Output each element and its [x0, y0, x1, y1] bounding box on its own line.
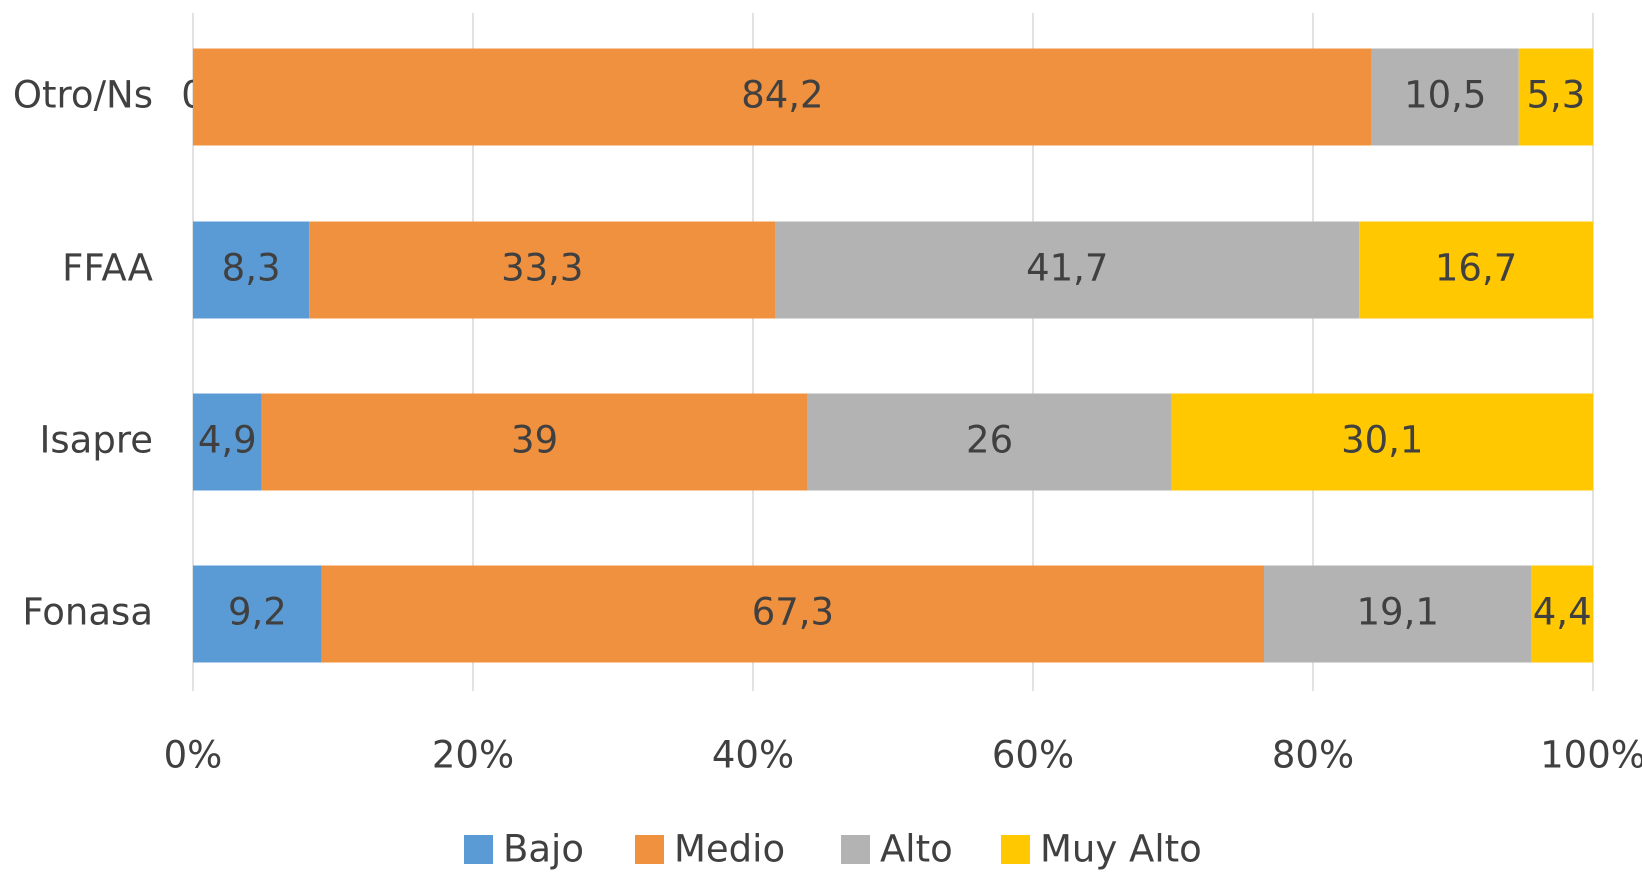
data-label: 10,5: [1404, 74, 1486, 117]
bar-segment: [1171, 393, 1593, 491]
data-label: 8,3: [222, 247, 281, 290]
y-tick-label: Fonasa: [22, 591, 153, 634]
bar-segment: [193, 221, 310, 319]
bar-segment: [193, 393, 262, 491]
bar-segment: [807, 393, 1172, 491]
data-label: 26: [966, 419, 1013, 462]
y-tick-label: Otro/Ns: [13, 74, 153, 117]
data-label: 9,2: [228, 591, 287, 634]
legend-swatch: [635, 835, 664, 864]
data-label: 16,7: [1435, 247, 1517, 290]
x-tick-label: 0%: [164, 734, 223, 777]
y-tick-label: FFAA: [62, 247, 153, 290]
bar-segment: [193, 565, 322, 663]
legend-label: Alto: [880, 828, 953, 871]
y-tick-label: Isapre: [39, 419, 153, 462]
x-tick-label: 80%: [1272, 734, 1354, 777]
data-label: 4,4: [1533, 591, 1592, 634]
bar-segment: [1371, 48, 1519, 146]
data-label: 33,3: [501, 247, 583, 290]
x-tick-label: 20%: [432, 734, 514, 777]
legend-swatch: [1001, 835, 1030, 864]
x-tick-label: 40%: [712, 734, 794, 777]
data-label: 5,3: [1526, 74, 1585, 117]
bar-segment: [193, 48, 1372, 146]
legend-label: Bajo: [503, 828, 584, 871]
bar-segment: [775, 221, 1360, 319]
bar-segment: [1531, 565, 1593, 663]
bar-segment: [1518, 48, 1593, 146]
legend-label: Muy Alto: [1040, 828, 1202, 871]
x-tick-label: 100%: [1540, 734, 1642, 777]
data-label: 41,7: [1026, 247, 1108, 290]
x-tick-label: 60%: [992, 734, 1074, 777]
data-label: 30,1: [1341, 419, 1423, 462]
data-label: 19,1: [1357, 591, 1439, 634]
bar-segment: [261, 393, 808, 491]
bar-segment: [309, 221, 776, 319]
data-label: 67,3: [752, 591, 834, 634]
data-label: 84,2: [741, 74, 823, 117]
legend-label: Medio: [674, 828, 785, 871]
legend-swatch: [841, 835, 870, 864]
legend-swatch: [464, 835, 493, 864]
data-label: 4,9: [198, 419, 257, 462]
data-label: 39: [511, 419, 558, 462]
bar-segment: [1264, 565, 1532, 663]
bar-segment: [1359, 221, 1593, 319]
bar-segment: [321, 565, 1264, 663]
